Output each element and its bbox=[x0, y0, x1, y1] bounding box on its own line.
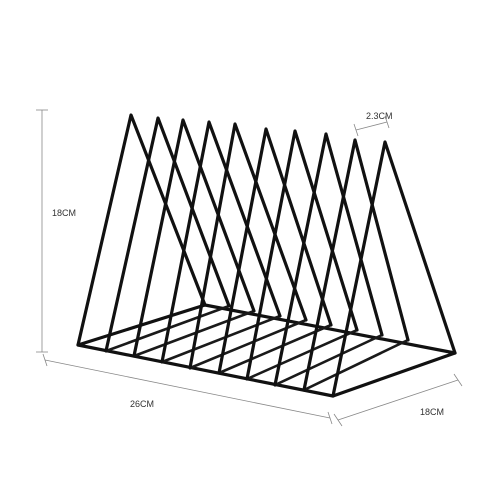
base-wires bbox=[104, 304, 410, 392]
depth-label: 18CM bbox=[420, 407, 444, 417]
wire-rack bbox=[76, 113, 457, 398]
gap-dimension: 2.3CM bbox=[353, 111, 393, 137]
length-label: 26CM bbox=[130, 399, 154, 409]
depth-dimension: 18CM bbox=[333, 373, 463, 427]
length-dimension: 26CM bbox=[42, 353, 333, 425]
gap-label: 2.3CM bbox=[366, 111, 393, 121]
height-label: 18CM bbox=[52, 208, 76, 218]
triangle-dividers bbox=[76, 113, 457, 398]
height-dimension: 18CM bbox=[36, 109, 76, 353]
